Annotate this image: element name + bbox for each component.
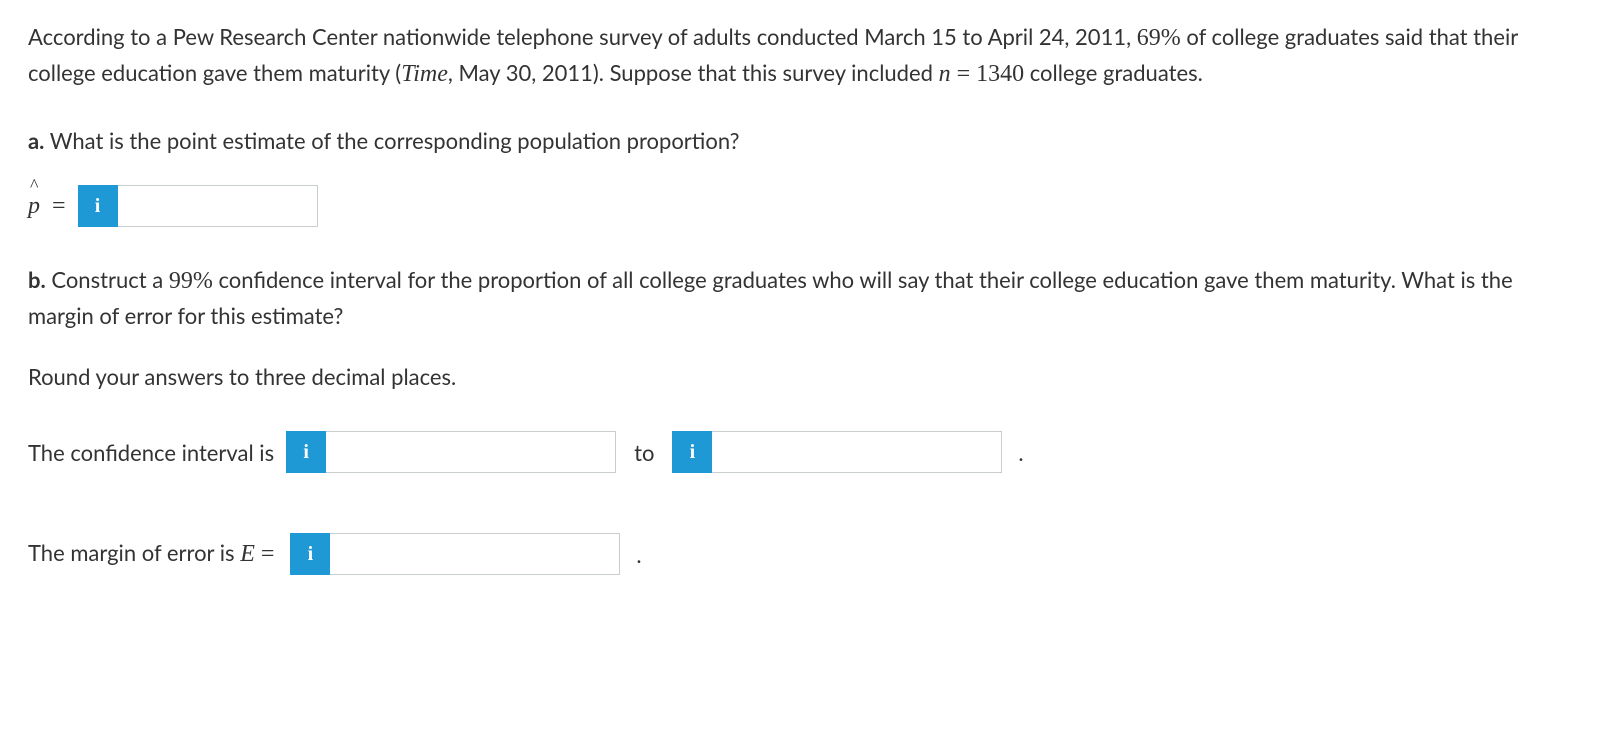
part-a-label: a. bbox=[28, 127, 44, 154]
ci-lower-input[interactable] bbox=[326, 431, 616, 473]
me-input-group: i bbox=[290, 533, 620, 575]
ci-lower-input-group: i bbox=[286, 431, 616, 473]
question-intro: According to a Pew Research Center natio… bbox=[28, 20, 1580, 92]
me-label-text: The margin of error is bbox=[28, 539, 240, 566]
ci-upper-input-group: i bbox=[672, 431, 1002, 473]
p-hat-symbol: p bbox=[28, 188, 40, 224]
equals-sign: = bbox=[52, 188, 66, 224]
margin-error-row: The margin of error is E = i . bbox=[28, 533, 1580, 575]
part-b-label: b. bbox=[28, 266, 46, 293]
ci-label: The confidence interval is bbox=[28, 436, 274, 469]
part-b-percent: 99% bbox=[169, 268, 213, 294]
me-label: The margin of error is E = bbox=[28, 536, 274, 572]
p-hat-input-group: i bbox=[78, 185, 318, 227]
confidence-interval-row: The confidence interval is i to i . bbox=[28, 431, 1580, 473]
info-icon[interactable]: i bbox=[672, 431, 712, 473]
ci-upper-input[interactable] bbox=[712, 431, 1002, 473]
period: . bbox=[1018, 436, 1023, 469]
intro-n-val: 1340 bbox=[976, 61, 1024, 87]
intro-source: Time bbox=[401, 61, 448, 87]
intro-text-4: college graduates. bbox=[1024, 59, 1203, 86]
period: . bbox=[636, 538, 641, 571]
me-var: E bbox=[240, 541, 255, 567]
intro-percent: 69% bbox=[1137, 25, 1181, 51]
intro-text-1: According to a Pew Research Center natio… bbox=[28, 23, 1137, 50]
info-icon[interactable]: i bbox=[290, 533, 330, 575]
p-hat-input[interactable] bbox=[118, 185, 318, 227]
intro-n-var: n bbox=[939, 61, 951, 87]
part-a-text: What is the point estimate of the corres… bbox=[44, 127, 739, 154]
intro-eq: = bbox=[951, 61, 977, 87]
me-eq: = bbox=[255, 541, 275, 567]
part-a-answer-row: p = i bbox=[28, 185, 1580, 227]
part-b-text-2: confidence interval for the proportion o… bbox=[28, 266, 1513, 329]
intro-text-3: , May 30, 2011). Suppose that this surve… bbox=[448, 59, 939, 86]
me-input[interactable] bbox=[330, 533, 620, 575]
to-text: to bbox=[634, 436, 654, 469]
part-b-question: b. Construct a 99% confidence interval f… bbox=[28, 263, 1580, 332]
part-a-question: a. What is the point estimate of the cor… bbox=[28, 124, 1580, 157]
info-icon[interactable]: i bbox=[78, 185, 118, 227]
part-b-text-1: Construct a bbox=[46, 266, 169, 293]
round-note: Round your answers to three decimal plac… bbox=[28, 360, 1580, 393]
info-icon[interactable]: i bbox=[286, 431, 326, 473]
